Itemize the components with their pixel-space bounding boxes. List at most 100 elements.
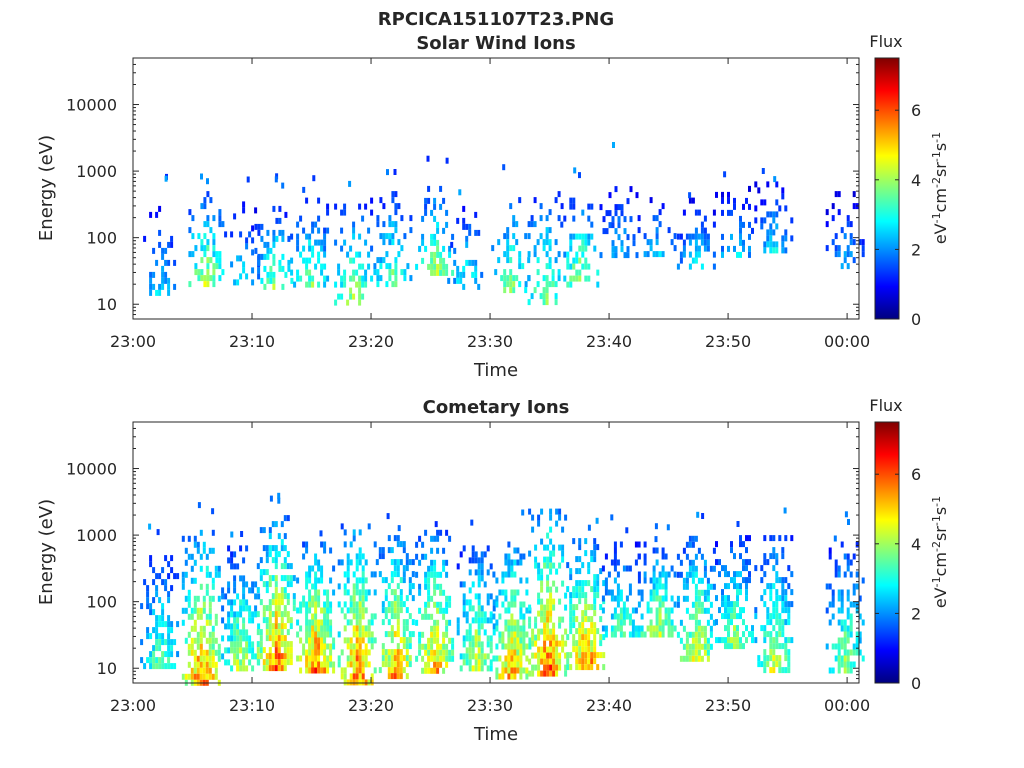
flux-cell bbox=[211, 649, 215, 656]
flux-cell bbox=[706, 239, 710, 246]
flux-cell bbox=[170, 663, 174, 670]
flux-cell bbox=[230, 611, 234, 618]
flux-cell bbox=[703, 607, 707, 614]
flux-cell bbox=[211, 547, 215, 554]
flux-cell bbox=[352, 661, 356, 668]
flux-cell bbox=[528, 670, 532, 677]
flux-cell bbox=[349, 275, 353, 282]
flux-cell bbox=[769, 595, 773, 602]
flux-cell bbox=[343, 601, 347, 608]
flux-cell bbox=[355, 637, 359, 644]
flux-cell bbox=[575, 251, 579, 258]
flux-cell bbox=[658, 619, 662, 626]
flux-cell bbox=[262, 569, 266, 576]
flux-cell bbox=[474, 229, 478, 236]
flux-cell bbox=[739, 227, 742, 234]
flux-cell bbox=[721, 589, 724, 596]
flux-cell bbox=[296, 275, 300, 282]
flux-cell bbox=[236, 255, 240, 262]
flux-cell bbox=[745, 589, 748, 596]
flux-cell bbox=[230, 231, 234, 238]
flux-cell bbox=[436, 269, 440, 276]
flux-cell bbox=[248, 635, 252, 642]
flux-cell bbox=[715, 559, 718, 566]
flux-cell bbox=[259, 629, 263, 636]
flux-cell bbox=[843, 655, 847, 662]
flux-cell bbox=[239, 599, 243, 606]
flux-cell bbox=[218, 221, 222, 228]
flux-cell bbox=[593, 550, 597, 557]
flux-cell bbox=[703, 565, 707, 572]
flux-cell bbox=[658, 601, 662, 608]
flux-cell bbox=[230, 635, 234, 642]
flux-cell bbox=[536, 239, 540, 246]
flux-cell bbox=[149, 289, 153, 296]
flux-cell bbox=[381, 553, 385, 560]
flux-cell bbox=[685, 571, 689, 578]
flux-cell bbox=[513, 661, 517, 668]
flux-cell bbox=[317, 257, 321, 264]
flux-cell bbox=[305, 607, 309, 614]
flux-cell bbox=[572, 640, 576, 647]
flux-cell bbox=[540, 568, 544, 575]
flux-cell bbox=[326, 661, 330, 668]
flux-cell bbox=[427, 577, 431, 584]
flux-cell bbox=[748, 185, 751, 192]
flux-cell bbox=[390, 661, 394, 668]
flux-cell bbox=[610, 631, 614, 638]
flux-cell bbox=[712, 251, 716, 258]
flux-cell bbox=[262, 665, 266, 672]
flux-cell bbox=[233, 617, 237, 624]
flux-cell bbox=[727, 245, 730, 252]
flux-cell bbox=[323, 625, 327, 632]
flux-cell bbox=[781, 187, 785, 194]
flux-cell bbox=[149, 555, 153, 562]
flux-cell bbox=[518, 197, 522, 204]
flux-cell bbox=[308, 643, 312, 650]
flux-cell bbox=[581, 263, 585, 270]
flux-cell bbox=[152, 579, 156, 586]
flux-cell bbox=[251, 267, 255, 274]
flux-cell bbox=[697, 619, 701, 626]
flux-cell bbox=[256, 587, 260, 594]
flux-cell bbox=[386, 513, 390, 520]
flux-cell bbox=[477, 635, 481, 642]
flux-cell bbox=[442, 607, 446, 614]
flux-cell bbox=[361, 601, 365, 608]
flux-cell bbox=[619, 631, 623, 638]
flux-cell bbox=[697, 601, 701, 608]
flux-cell bbox=[248, 231, 252, 238]
flux-cell bbox=[283, 587, 287, 594]
flux-cell bbox=[849, 625, 853, 632]
flux-cell bbox=[634, 607, 638, 614]
flux-cell bbox=[164, 651, 168, 658]
flux-cell bbox=[202, 655, 206, 662]
flux-cell bbox=[655, 595, 659, 602]
flux-cell bbox=[581, 209, 585, 216]
flux-cell bbox=[323, 251, 327, 258]
flux-cell bbox=[433, 637, 437, 644]
flux-cell bbox=[527, 257, 531, 264]
flux-cell bbox=[581, 580, 585, 587]
flux-cell bbox=[534, 634, 538, 641]
flux-cell bbox=[424, 197, 428, 204]
flux-cell bbox=[715, 595, 718, 602]
flux-cell bbox=[239, 641, 243, 648]
flux-cell bbox=[387, 661, 391, 668]
flux-cell bbox=[393, 649, 397, 656]
flux-cell bbox=[552, 628, 556, 635]
flux-cell bbox=[305, 661, 309, 668]
flux-cell bbox=[190, 565, 194, 572]
flux-cell bbox=[355, 577, 359, 584]
flux-cell bbox=[445, 209, 449, 216]
flux-cell bbox=[569, 263, 573, 270]
flux-cell bbox=[601, 595, 605, 602]
flux-cell bbox=[552, 640, 556, 647]
flux-cell bbox=[763, 535, 767, 542]
flux-cell bbox=[364, 577, 368, 584]
flux-cell bbox=[528, 622, 532, 629]
flux-cell bbox=[706, 583, 710, 590]
flux-cell bbox=[245, 581, 249, 588]
flux-cell bbox=[760, 217, 764, 224]
